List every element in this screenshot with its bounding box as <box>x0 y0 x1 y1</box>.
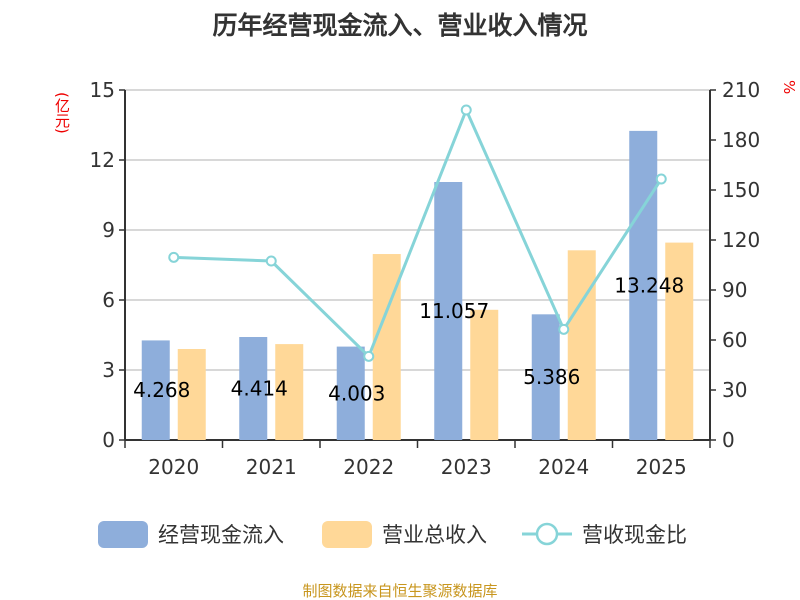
bar-2024-cash-inflow <box>531 314 560 440</box>
x-tick-label: 2025 <box>636 455 687 479</box>
bar-2020-revenue <box>177 349 206 440</box>
data-label-2023: 11.057 <box>419 299 489 323</box>
y-right-tick-label: 150 <box>722 178 760 202</box>
bar-2025-cash-inflow <box>629 130 658 440</box>
chart-title: 历年经营现金流入、营业收入情况 <box>212 11 588 40</box>
data-label-2021: 4.414 <box>231 377 288 401</box>
data-label-2025: 13.248 <box>614 273 684 297</box>
bar-2022-cash-inflow <box>336 346 365 440</box>
line-point-2023 <box>460 104 472 116</box>
bar-2024-revenue <box>567 250 596 440</box>
bar-2021-revenue <box>275 344 304 440</box>
y-left-tick-label: 12 <box>90 148 115 172</box>
y-axis-left-label: (亿元) <box>53 92 71 134</box>
y-right-tick-label: 0 <box>722 428 735 452</box>
y-right-tick-label: 60 <box>722 328 747 352</box>
y-left-tick-label: 3 <box>102 358 115 382</box>
y-right-tick-label: 90 <box>722 278 747 302</box>
line-point-2021 <box>265 255 277 267</box>
x-tick-label: 2020 <box>148 455 199 479</box>
x-tick-label: 2021 <box>246 455 297 479</box>
y-left-tick-label: 0 <box>102 428 115 452</box>
y-left-tick-label: 9 <box>102 218 115 242</box>
legend-swatch-ratio-marker <box>535 522 559 546</box>
y-left-tick-label: 15 <box>90 78 115 102</box>
legend-label: 经营现金流入 <box>158 523 284 547</box>
x-tick-label: 2024 <box>538 455 589 479</box>
line-point-2022 <box>363 350 375 362</box>
bar-2022-revenue <box>372 254 401 440</box>
line-point-2024 <box>558 323 570 335</box>
legend-swatch-revenue <box>322 521 372 548</box>
y-left-tick-label: 6 <box>102 288 115 312</box>
data-label-2022: 4.003 <box>328 381 385 405</box>
data-label-2024: 5.386 <box>523 365 580 389</box>
y-right-tick-label: 120 <box>722 228 760 252</box>
legend-label: 营业总收入 <box>382 523 487 547</box>
legend-label: 营收现金比 <box>582 523 687 547</box>
source-note: 制图数据来自恒生聚源数据库 <box>302 582 498 600</box>
bar-2023-revenue <box>470 309 499 440</box>
line-series <box>173 106 663 359</box>
bar-2023-cash-inflow <box>434 182 463 440</box>
bar-2025-revenue <box>665 242 694 440</box>
line-point-2020 <box>168 251 180 263</box>
y-right-tick-label: 180 <box>722 128 760 152</box>
data-label-2020: 4.268 <box>133 378 190 402</box>
y-right-tick-label: 210 <box>722 78 760 102</box>
y-right-tick-label: 30 <box>722 378 747 402</box>
y-axis-right-label: % <box>780 80 798 95</box>
bar-2021-cash-inflow <box>239 337 268 440</box>
x-tick-label: 2022 <box>343 455 394 479</box>
bar-2020-cash-inflow <box>141 340 170 440</box>
x-tick-label: 2023 <box>441 455 492 479</box>
legend-swatch-cash-inflow <box>98 521 148 548</box>
line-point-2025 <box>655 173 667 185</box>
